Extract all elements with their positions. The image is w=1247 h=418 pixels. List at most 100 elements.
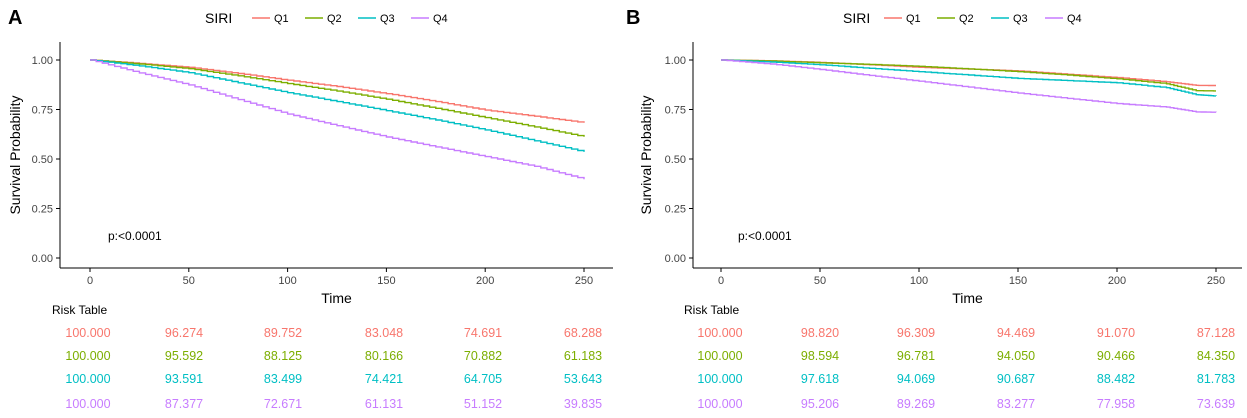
y-tick-label: 1.00: [665, 55, 686, 67]
x-tick-label: 150: [1009, 275, 1027, 287]
x-tick-label: 200: [1108, 275, 1126, 287]
survival-curve-q4: [721, 59, 1217, 113]
risk-table-cell: 77.958: [1097, 397, 1135, 411]
risk-table-cell: 98.594: [801, 349, 839, 363]
legend-title: SIRI: [843, 10, 870, 26]
risk-table: Risk Table 100.000 96.274 89.752 83.048 74.69…: [52, 303, 602, 411]
risk-table-cell: 100.000: [65, 397, 110, 411]
risk-table-cell: 100.000: [65, 372, 110, 386]
p-value-annotation: p:<0.0001: [108, 229, 162, 243]
legend-label-q4: Q4: [1067, 13, 1082, 25]
legend: SIRI Q1 Q2 Q3 Q4: [843, 10, 1082, 26]
y-tick-label: 0.00: [32, 253, 53, 265]
legend-label-q1: Q1: [274, 13, 289, 25]
risk-table: Risk Table 100.000 98.820 96.309 94.469 91.07…: [684, 303, 1235, 411]
risk-table-title: Risk Table: [52, 303, 107, 317]
survival-curve-q2: [721, 59, 1216, 92]
risk-table-cell: 83.048: [365, 326, 403, 340]
p-value-annotation: p:<0.0001: [738, 229, 792, 243]
x-tick-label: 200: [476, 275, 494, 287]
risk-table-cell: 96.781: [897, 349, 935, 363]
y-tick-label: 0.50: [32, 154, 53, 166]
legend-label-q2: Q2: [959, 13, 974, 25]
panel-label: B: [626, 7, 640, 29]
risk-table-cell: 100.000: [697, 397, 742, 411]
risk-table-cell: 100.000: [65, 326, 110, 340]
km-panel-a: A SIRI Q1 Q2 Q3 Q4 0.00 0.25 0.50 0.75 1.00 0 50 100 1…: [7, 7, 613, 411]
risk-table-cell: 100.000: [697, 372, 742, 386]
y-tick-label: 0.25: [32, 204, 53, 216]
x-tick-label: 150: [377, 275, 395, 287]
risk-table-cell: 64.705: [464, 372, 502, 386]
risk-table-cell: 98.820: [801, 326, 839, 340]
risk-table-cell: 68.288: [564, 326, 602, 340]
risk-table-cell: 87.377: [165, 397, 203, 411]
risk-table-cell: 94.469: [997, 326, 1035, 340]
y-axis-title: Survival Probability: [7, 95, 23, 214]
x-tick-label: 100: [910, 275, 928, 287]
risk-table-cell: 80.166: [365, 349, 403, 363]
risk-table-cell: 100.000: [697, 349, 742, 363]
risk-table-cell: 90.466: [1097, 349, 1135, 363]
x-tick-label: 250: [575, 275, 593, 287]
risk-table-cell: 94.050: [997, 349, 1035, 363]
y-tick-label: 0.00: [665, 253, 686, 265]
risk-table-cell: 83.499: [264, 372, 302, 386]
risk-table-cell: 73.639: [1197, 397, 1235, 411]
y-tick-label: 0.75: [32, 105, 53, 117]
legend-label-q4: Q4: [433, 13, 448, 25]
legend-label-q2: Q2: [327, 13, 342, 25]
legend: SIRI Q1 Q2 Q3 Q4: [205, 10, 448, 26]
risk-table-cell: 70.882: [464, 349, 502, 363]
legend-label-q1: Q1: [906, 13, 921, 25]
risk-table-cell: 94.069: [897, 372, 935, 386]
risk-table-cell: 83.277: [997, 397, 1035, 411]
risk-table-cell: 91.070: [1097, 326, 1135, 340]
risk-table-cell: 88.482: [1097, 372, 1135, 386]
risk-table-cell: 89.269: [897, 397, 935, 411]
risk-table-cell: 87.128: [1197, 326, 1235, 340]
survival-curve-q1: [90, 59, 585, 123]
x-tick-label: 50: [814, 275, 826, 287]
x-tick-label: 250: [1207, 275, 1225, 287]
risk-table-cell: 61.131: [365, 397, 403, 411]
risk-table-cell: 88.125: [264, 349, 302, 363]
x-tick-label: 100: [278, 275, 296, 287]
y-tick-label: 0.75: [665, 105, 686, 117]
risk-table-cell: 100.000: [65, 349, 110, 363]
panel-label: A: [8, 7, 22, 29]
risk-table-cell: 53.643: [564, 372, 602, 386]
legend-label-q3: Q3: [1013, 13, 1028, 25]
survival-curve-q4: [90, 59, 585, 180]
x-axis-title: Time: [952, 290, 983, 306]
x-tick-label: 0: [87, 275, 93, 287]
risk-table-cell: 72.671: [264, 397, 302, 411]
km-panel-b: B SIRI Q1 Q2 Q3 Q4 0.00 0.25 0.50 0.75 1.00 0 50 100 1…: [626, 7, 1242, 411]
risk-table-cell: 93.591: [165, 372, 203, 386]
risk-table-cell: 90.687: [997, 372, 1035, 386]
risk-table-cell: 95.206: [801, 397, 839, 411]
risk-table-cell: 95.592: [165, 349, 203, 363]
risk-table-cell: 74.691: [464, 326, 502, 340]
risk-table-cell: 100.000: [697, 326, 742, 340]
legend-label-q3: Q3: [380, 13, 395, 25]
survival-curve-q3: [90, 59, 585, 152]
risk-table-cell: 51.152: [464, 397, 502, 411]
risk-table-cell: 97.618: [801, 372, 839, 386]
risk-table-cell: 61.183: [564, 349, 602, 363]
risk-table-cell: 84.350: [1197, 349, 1235, 363]
y-tick-label: 1.00: [32, 55, 53, 67]
risk-table-cell: 74.421: [365, 372, 403, 386]
risk-table-cell: 81.783: [1197, 372, 1235, 386]
risk-table-cell: 89.752: [264, 326, 302, 340]
x-tick-label: 0: [718, 275, 724, 287]
survival-curve-q3: [721, 59, 1217, 97]
y-tick-label: 0.50: [665, 154, 686, 166]
legend-title: SIRI: [205, 10, 232, 26]
x-axis-title: Time: [321, 290, 352, 306]
risk-table-cell: 39.835: [564, 397, 602, 411]
survival-curve-q2: [90, 59, 585, 137]
risk-table-cell: 96.274: [165, 326, 203, 340]
y-axis-title: Survival Probability: [638, 95, 654, 214]
